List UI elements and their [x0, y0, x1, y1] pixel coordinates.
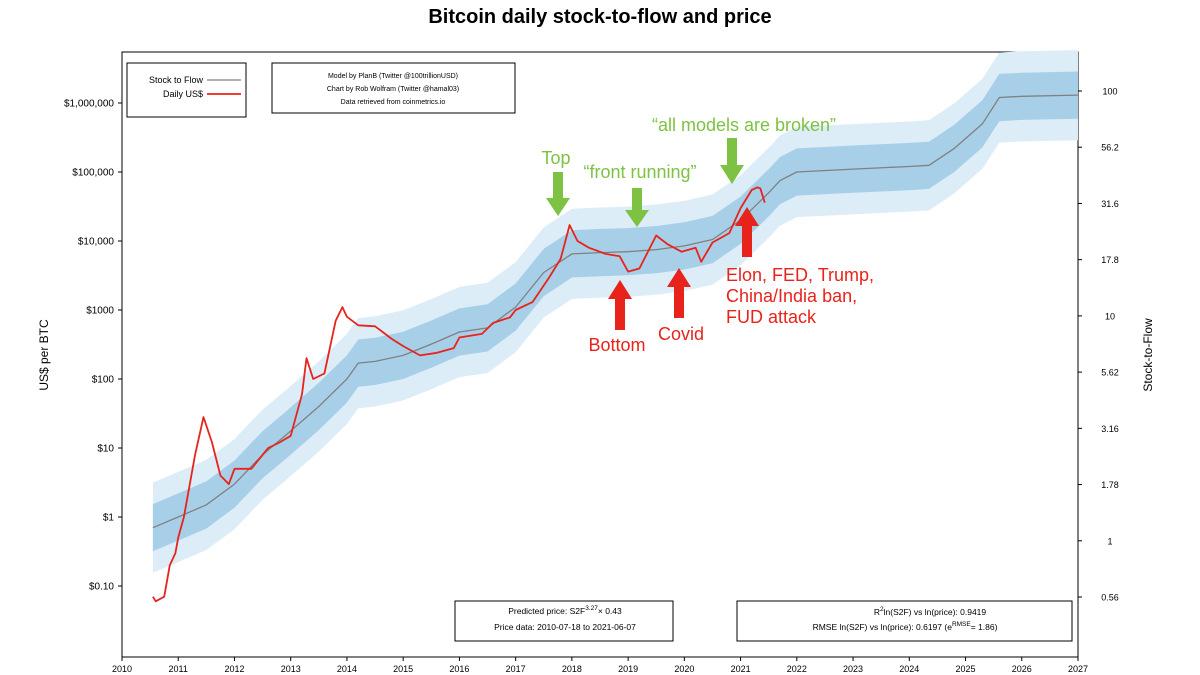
r2-prefix: R	[874, 607, 880, 617]
plot-frame	[121, 51, 1079, 658]
annotation-elon: Elon, FED, Trump,	[726, 265, 874, 285]
y-tick-label: $0.10	[89, 582, 114, 593]
y2-tick-label: 0.56	[1101, 593, 1119, 603]
x-tick-label: 2019	[618, 664, 638, 674]
x-tick-label: 2022	[787, 664, 807, 674]
x-tick-label: 2017	[506, 664, 526, 674]
y-tick-label: $10,000	[78, 237, 115, 248]
y2-axis-label: Stock-to-Flow	[1141, 318, 1155, 392]
rmse-prefix: RMSE ln(S2F) vs ln(price): 0.6197 (e	[813, 622, 953, 632]
legend: Stock to Flow Daily US$	[126, 62, 247, 118]
x-tick-label: 2012	[224, 664, 244, 674]
info-author: Chart by Rob Wolfram (Twitter @hamal03)	[327, 86, 459, 93]
x-tick-label: 2011	[169, 664, 188, 674]
x-tick-label: 2021	[731, 664, 751, 674]
annotation-covid: Covid	[658, 324, 704, 344]
y-tick-label: $1000	[86, 306, 114, 317]
y-axis-left: $0.10 $1 $10 $100 $1000 $10,000 $100,000 $1,000…	[64, 99, 122, 593]
annotation-front-running: “front running”	[583, 162, 696, 182]
x-tick-label: 2014	[337, 664, 357, 674]
formula-suffix: × 0.43	[598, 606, 622, 616]
y2-tick-label: 100	[1102, 87, 1117, 97]
y2-tick-label: 1.78	[1101, 480, 1119, 490]
rmse-suffix: = 1.86)	[971, 622, 998, 632]
y2-tick-label: 3.16	[1101, 424, 1119, 434]
annotations: Top “front running” “all models are brok…	[541, 115, 874, 355]
annotation-top: Top	[541, 148, 570, 168]
y-tick-label: $100	[92, 375, 115, 386]
y2-tick-label: 5.62	[1101, 368, 1119, 378]
svg-text:Predicted price: S2F3.27× 0.43: Predicted price: S2F3.27× 0.43	[508, 605, 622, 616]
y2-tick-label: 1	[1107, 536, 1112, 546]
fud-arrow	[735, 207, 759, 257]
x-tick-label: 2023	[843, 664, 863, 674]
y2-tick-label: 17.8	[1101, 255, 1119, 265]
price-data-range: Price data: 2010-07-18 to 2021-06-07	[494, 622, 636, 632]
y-axis-label: US$ per BTC	[37, 319, 51, 391]
broken-arrow	[720, 138, 744, 184]
y-tick-label: $10	[97, 444, 114, 455]
x-axis: 2010 2011 2012 2013 2014 2015 2016 2017 2018 2019…	[112, 657, 1088, 674]
r2-text: ln(S2F) vs ln(price): 0.9419	[884, 607, 987, 617]
legend-label-s2f: Stock to Flow	[149, 75, 204, 85]
front-running-arrow	[625, 188, 649, 227]
top-arrow	[546, 172, 570, 216]
y2-tick-label: 10	[1105, 311, 1115, 321]
r2-sup: 2	[880, 606, 884, 613]
band-inner	[152, 71, 1078, 552]
rmse-sup: RMSE	[952, 621, 971, 628]
svg-text:RMSE ln(S2F) vs ln(price): 0.6: RMSE ln(S2F) vs ln(price): 0.6197 (eRMSE…	[813, 621, 998, 632]
x-tick-label: 2010	[112, 664, 132, 674]
info-source: Data retrieved from coinmetrics.io	[341, 99, 446, 106]
x-tick-label: 2025	[956, 664, 976, 674]
y-tick-label: $100,000	[72, 168, 114, 179]
x-tick-label: 2018	[562, 664, 582, 674]
x-tick-label: 2027	[1068, 664, 1088, 674]
covid-arrow	[667, 268, 691, 318]
x-tick-label: 2013	[281, 664, 301, 674]
chart-title: Bitcoin daily stock-to-flow and price	[428, 6, 772, 28]
bottom-arrow	[608, 280, 632, 330]
info-box: Model by PlanB (Twitter @100trillionUSD)…	[271, 62, 516, 114]
deviation-bands	[152, 50, 1078, 573]
legend-label-price: Daily US$	[163, 89, 203, 99]
y-tick-label: $1	[103, 513, 115, 524]
svg-text:R2ln(S2F) vs ln(price): 0.9419: R2ln(S2F) vs ln(price): 0.9419	[874, 606, 987, 617]
stats-box: R2ln(S2F) vs ln(price): 0.9419 RMSE ln(S…	[736, 600, 1073, 642]
x-tick-label: 2015	[393, 664, 413, 674]
annotation-fud: FUD attack	[726, 307, 817, 327]
y2-tick-label: 56.2	[1101, 143, 1119, 153]
y2-tick-label: 31.6	[1101, 199, 1119, 209]
info-model: Model by PlanB (Twitter @100trillionUSD)	[328, 73, 458, 80]
x-tick-label: 2020	[674, 664, 694, 674]
x-tick-label: 2024	[899, 664, 919, 674]
x-tick-label: 2026	[1012, 664, 1032, 674]
s2f-line	[152, 94, 1079, 529]
formula-prefix: Predicted price: S2F	[508, 606, 585, 616]
formula-box: Predicted price: S2F3.27× 0.43 Price dat…	[454, 600, 674, 642]
x-tick-label: 2016	[449, 664, 469, 674]
formula-exponent: 3.27	[585, 605, 598, 612]
series-lines	[152, 94, 1079, 603]
annotation-china: China/India ban,	[726, 286, 857, 306]
annotation-bottom: Bottom	[588, 335, 645, 355]
y-axis-right: 0.56 1 1.78 3.16 5.62 10 17.8 31.6 56.2 100	[1078, 87, 1119, 603]
y-tick-label: $1,000,000	[64, 99, 114, 110]
annotation-all-models-broken: “all models are broken”	[652, 115, 836, 135]
price-line	[152, 186, 766, 603]
